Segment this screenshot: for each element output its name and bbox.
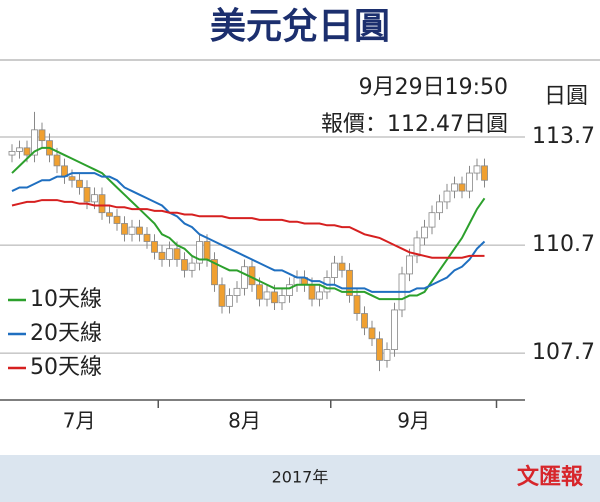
candle-body	[76, 179, 83, 188]
candle-body	[233, 287, 241, 296]
footer	[0, 455, 600, 502]
candle-body	[256, 284, 263, 300]
y-tick-label: 107.7	[532, 340, 595, 365]
legend-label: 50天線	[30, 355, 102, 380]
ma-line	[11, 199, 485, 259]
source-logo: 文匯報	[517, 464, 584, 490]
candle-body	[143, 233, 151, 242]
candle-body	[473, 165, 481, 174]
candle-body	[136, 226, 143, 235]
candle-body	[331, 262, 338, 278]
chart-title: 美元兌日圓	[210, 6, 390, 47]
ma-line	[11, 172, 486, 293]
candle-body	[278, 295, 286, 304]
candle-body	[376, 338, 383, 361]
candle-body	[428, 212, 436, 228]
candle-body	[203, 241, 211, 260]
x-tick-label: 8月	[228, 409, 261, 433]
x-tick-label: 7月	[63, 409, 96, 433]
candle-body	[421, 226, 428, 239]
candle-body	[181, 259, 188, 271]
candle-body	[241, 266, 248, 289]
candle-body	[271, 291, 278, 304]
candle-body	[128, 226, 136, 235]
y-tick-label: 113.7	[532, 124, 595, 149]
annotation: 9月29日19:50	[359, 75, 508, 100]
candle-body	[173, 248, 181, 260]
candle-body	[293, 277, 301, 286]
candle-body	[38, 129, 46, 142]
candle-body	[308, 284, 316, 300]
candle-body	[226, 295, 233, 307]
annotation: 報價：112.47日圓	[321, 112, 508, 137]
candle-body	[8, 151, 16, 156]
candle-body	[68, 176, 76, 181]
y-unit: 日圓	[544, 84, 588, 109]
candle-body	[466, 172, 473, 192]
candle-body	[106, 212, 113, 217]
candle-body	[368, 327, 376, 340]
candle-body	[53, 154, 61, 167]
candle-body	[481, 165, 488, 181]
candle-body	[316, 291, 323, 300]
candle-body	[338, 262, 346, 271]
candle-body	[406, 255, 413, 275]
candle-body	[361, 313, 368, 329]
candle-body	[383, 349, 391, 361]
candle-body	[158, 251, 166, 260]
candle-body	[98, 194, 106, 214]
candle-body	[196, 241, 203, 264]
candle-body	[451, 183, 458, 192]
candle-body	[218, 284, 226, 307]
candle-body	[436, 201, 443, 214]
candle-body	[353, 295, 361, 314]
candle-body	[113, 215, 121, 224]
candle-body	[31, 129, 38, 156]
candle-body	[83, 187, 91, 203]
candle-body	[346, 269, 353, 296]
candle-body	[286, 284, 293, 296]
x-axis-title: 2017年	[272, 468, 329, 487]
legend-label: 20天線	[30, 321, 102, 346]
legend-label: 10天線	[30, 287, 102, 312]
candle-body	[211, 259, 218, 286]
x-tick-label: 9月	[397, 409, 430, 433]
candle-body	[413, 237, 421, 257]
candle-body	[166, 248, 173, 260]
candle-body	[443, 190, 451, 203]
candle-body	[91, 194, 98, 203]
candle-body	[16, 147, 23, 152]
candle-body	[391, 309, 398, 350]
candle-body	[151, 241, 158, 253]
candle-body	[188, 262, 196, 271]
candle-body	[23, 147, 31, 156]
y-tick-label: 110.7	[532, 232, 595, 257]
candle-body	[263, 291, 271, 300]
candle-body	[121, 223, 128, 235]
ma-line	[11, 146, 486, 301]
candle-body	[458, 183, 466, 192]
